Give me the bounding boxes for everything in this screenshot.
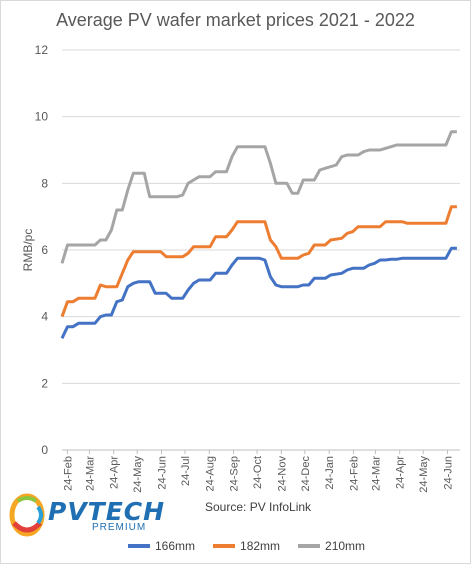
chart-legend: 166mm 182mm 210mm (128, 539, 365, 553)
legend-item-166mm: 166mm (128, 539, 195, 553)
legend-swatch-210mm (298, 544, 321, 548)
series-line-182mm (60, 205, 457, 318)
x-tick-label: 24-Jul (180, 456, 192, 486)
legend-swatch-166mm (128, 544, 150, 548)
x-tick-label: 24-May (132, 456, 144, 493)
y-tick-label: 12 (35, 43, 49, 57)
x-tick-label: 24-Feb (62, 456, 74, 491)
x-tick-label: 24-May (418, 456, 430, 493)
y-tick-label: 0 (41, 443, 48, 457)
legend-item-210mm: 210mm (298, 539, 365, 553)
legend-swatch-182mm (213, 544, 236, 548)
source-note: Source: PV InfoLink (205, 500, 312, 514)
x-tick-label: 24-Apr (395, 456, 407, 489)
chart-title: Average PV wafer market prices 2021 - 20… (56, 10, 415, 30)
x-tick-label: 24-Dec (300, 456, 312, 492)
x-tick-label: 24-Oct (252, 456, 264, 489)
y-tick-label: 8 (41, 176, 48, 190)
legend-label-210mm: 210mm (325, 539, 366, 553)
x-tick-label: 24-Mar (84, 456, 96, 491)
series-line-210mm (60, 130, 457, 264)
legend-item-182mm: 182mm (213, 539, 280, 553)
x-tick-label: 24-Jun (157, 456, 169, 490)
x-tick-label: 24-Jun (442, 456, 454, 490)
y-tick-label: 4 (41, 310, 48, 324)
x-tick-label: 24-Feb (348, 456, 360, 491)
x-tick-label: 24-Apr (109, 456, 121, 489)
series-line-166mm (60, 246, 457, 339)
legend-label-182mm: 182mm (240, 539, 281, 553)
y-tick-label: 10 (35, 110, 49, 124)
logo-subtitle: PREMIUM (92, 522, 147, 533)
y-tick-label: 6 (41, 243, 48, 257)
y-axis-title: RMB/pc (21, 229, 35, 272)
pvtech-logo-mark-icon (9, 493, 45, 537)
pvtech-logo: PVTECH PREMIUM (8, 493, 168, 537)
y-tick-label: 2 (41, 376, 48, 390)
x-tick-label: 24-Mar (370, 456, 382, 491)
logo-wordmark: PVTECH (48, 497, 166, 526)
x-tick-label: 24-Nov (276, 456, 288, 492)
legend-label-166mm: 166mm (155, 539, 196, 553)
x-tick-label: 24-Sep (229, 456, 241, 491)
x-tick-label: 24-Jan (324, 456, 336, 490)
x-tick-label: 24-Aug (204, 456, 216, 491)
